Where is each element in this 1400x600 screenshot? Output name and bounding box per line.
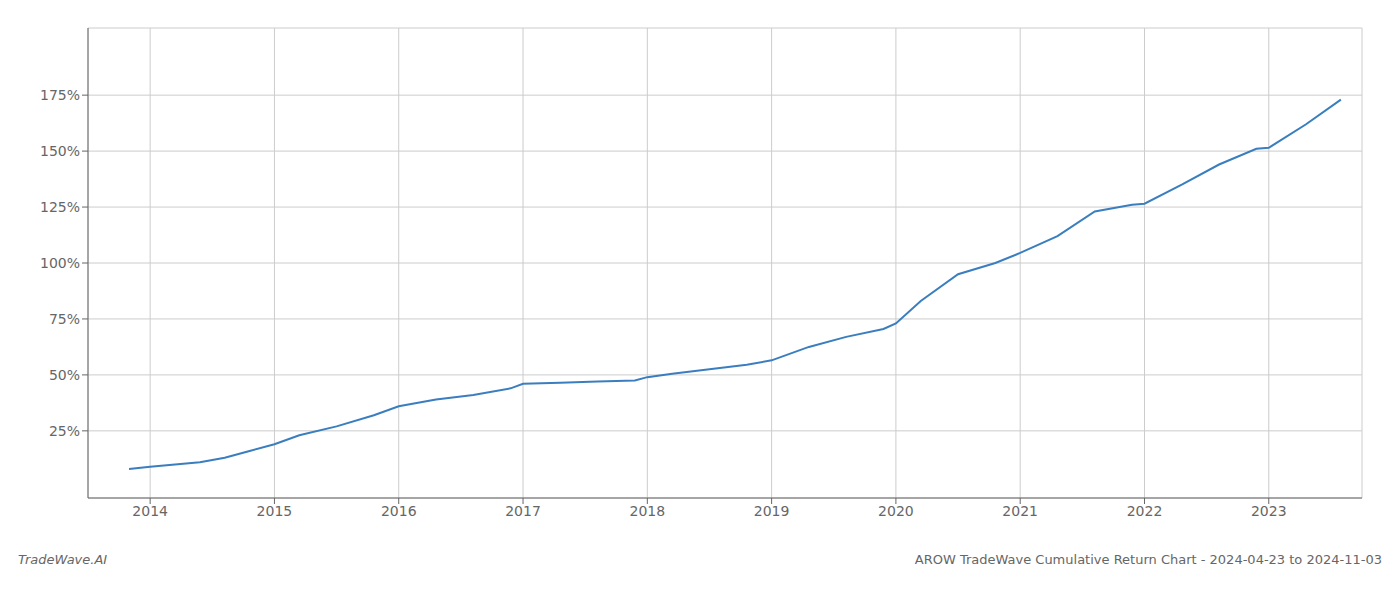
svg-text:2021: 2021 (1002, 503, 1038, 519)
svg-text:2020: 2020 (878, 503, 914, 519)
svg-text:175%: 175% (40, 87, 80, 103)
svg-text:2023: 2023 (1251, 503, 1287, 519)
html-text:TradeWave.AI: TradeWave.AI (18, 552, 108, 567)
svg-text:2017: 2017 (505, 503, 541, 519)
svg-text:2014: 2014 (132, 503, 168, 519)
svg-text:2022: 2022 (1127, 503, 1163, 519)
svg-text:150%: 150% (40, 143, 80, 159)
svg-text:100%: 100% (40, 255, 80, 271)
svg-text:125%: 125% (40, 199, 80, 215)
svg-text:50%: 50% (49, 367, 80, 383)
svg-text:2018: 2018 (629, 503, 665, 519)
svg-text:2016: 2016 (381, 503, 417, 519)
svg-text:25%: 25% (49, 423, 80, 439)
svg-text:2019: 2019 (754, 503, 790, 519)
svg-text:2015: 2015 (257, 503, 293, 519)
html-text:AROW TradeWave Cumulative Retu: AROW TradeWave Cumulative Return Chart -… (914, 552, 1382, 567)
svg-text:75%: 75% (49, 311, 80, 327)
